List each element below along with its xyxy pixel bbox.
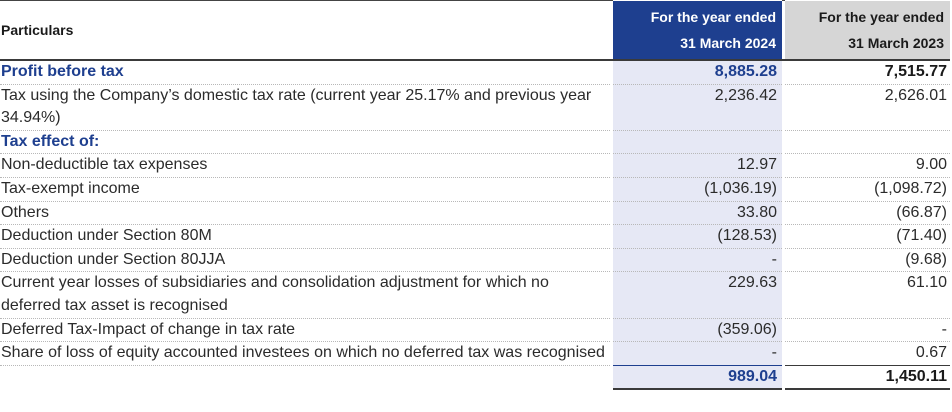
particulars-header: Particulars <box>0 0 610 59</box>
value-2023: (1,098.72) <box>785 177 950 202</box>
value-2024: 12.97 <box>613 153 782 178</box>
total-2023: 1,450.11 <box>785 364 950 391</box>
row-label: Others <box>0 201 610 226</box>
total-2024: 989.04 <box>613 364 782 391</box>
value-2024: 8,885.28 <box>613 60 782 85</box>
value-2024 <box>613 130 782 155</box>
row-label: Deferred Tax-Impact of change in tax rat… <box>0 318 610 343</box>
value-2024: (1,036.19) <box>613 177 782 202</box>
year-2024-header: For the year ended 31 March 2024 <box>613 0 782 59</box>
table-row: Tax using the Company’s domestic tax rat… <box>0 84 950 131</box>
row-label: Deduction under Section 80M <box>0 224 610 249</box>
value-2024: - <box>613 341 782 366</box>
row-label: Share of loss of equity accounted invest… <box>0 341 610 366</box>
value-2023: (71.40) <box>785 224 950 249</box>
value-2024: (359.06) <box>613 318 782 343</box>
year-2023-header-line2: 31 March 2023 <box>848 34 944 51</box>
value-2023: 7,515.77 <box>785 60 950 85</box>
row-label: Current year losses of subsidiaries and … <box>0 271 610 319</box>
table-row: Non-deductible tax expenses 12.97 9.00 <box>0 153 950 178</box>
table-row: Others 33.80 (66.87) <box>0 201 950 226</box>
tax-reconciliation-table: Particulars For the year ended 31 March … <box>0 0 950 391</box>
table-row: Share of loss of equity accounted invest… <box>0 341 950 366</box>
table-row: Deduction under Section 80M (128.53) (71… <box>0 224 950 249</box>
value-2024: - <box>613 248 782 273</box>
value-2024: (128.53) <box>613 224 782 249</box>
value-2023 <box>785 130 950 155</box>
table-row: Tax-exempt income (1,036.19) (1,098.72) <box>0 177 950 202</box>
table-row-profit-before-tax: Profit before tax 8,885.28 7,515.77 <box>0 60 950 85</box>
table-row: Current year losses of subsidiaries and … <box>0 271 950 319</box>
table-row-tax-effect-heading: Tax effect of: <box>0 130 950 155</box>
value-2024: 33.80 <box>613 201 782 226</box>
value-2024: 229.63 <box>613 271 782 319</box>
value-2023: (66.87) <box>785 201 950 226</box>
value-2023: 2,626.01 <box>785 84 950 131</box>
row-label: Profit before tax <box>0 60 610 85</box>
value-2023: 61.10 <box>785 271 950 319</box>
value-2023: 9.00 <box>785 153 950 178</box>
row-label: Tax effect of: <box>0 130 610 155</box>
year-2023-header: For the year ended 31 March 2023 <box>785 0 950 59</box>
table-row: Deferred Tax-Impact of change in tax rat… <box>0 318 950 343</box>
year-2024-header-line2: 31 March 2024 <box>680 34 776 51</box>
row-label: Tax using the Company’s domestic tax rat… <box>0 84 610 131</box>
value-2023: 0.67 <box>785 341 950 366</box>
value-2023: - <box>785 318 950 343</box>
table-row-total: 989.04 1,450.11 <box>0 364 950 391</box>
value-2024: 2,236.42 <box>613 84 782 131</box>
value-2023: (9.68) <box>785 248 950 273</box>
table-row: Deduction under Section 80JJA - (9.68) <box>0 248 950 273</box>
row-label: Deduction under Section 80JJA <box>0 248 610 273</box>
year-2023-header-line1: For the year ended <box>818 8 944 25</box>
row-label: Tax-exempt income <box>0 177 610 202</box>
row-label: Non-deductible tax expenses <box>0 153 610 178</box>
table-header-row: Particulars For the year ended 31 March … <box>0 0 950 59</box>
year-2024-header-line1: For the year ended <box>650 8 776 25</box>
